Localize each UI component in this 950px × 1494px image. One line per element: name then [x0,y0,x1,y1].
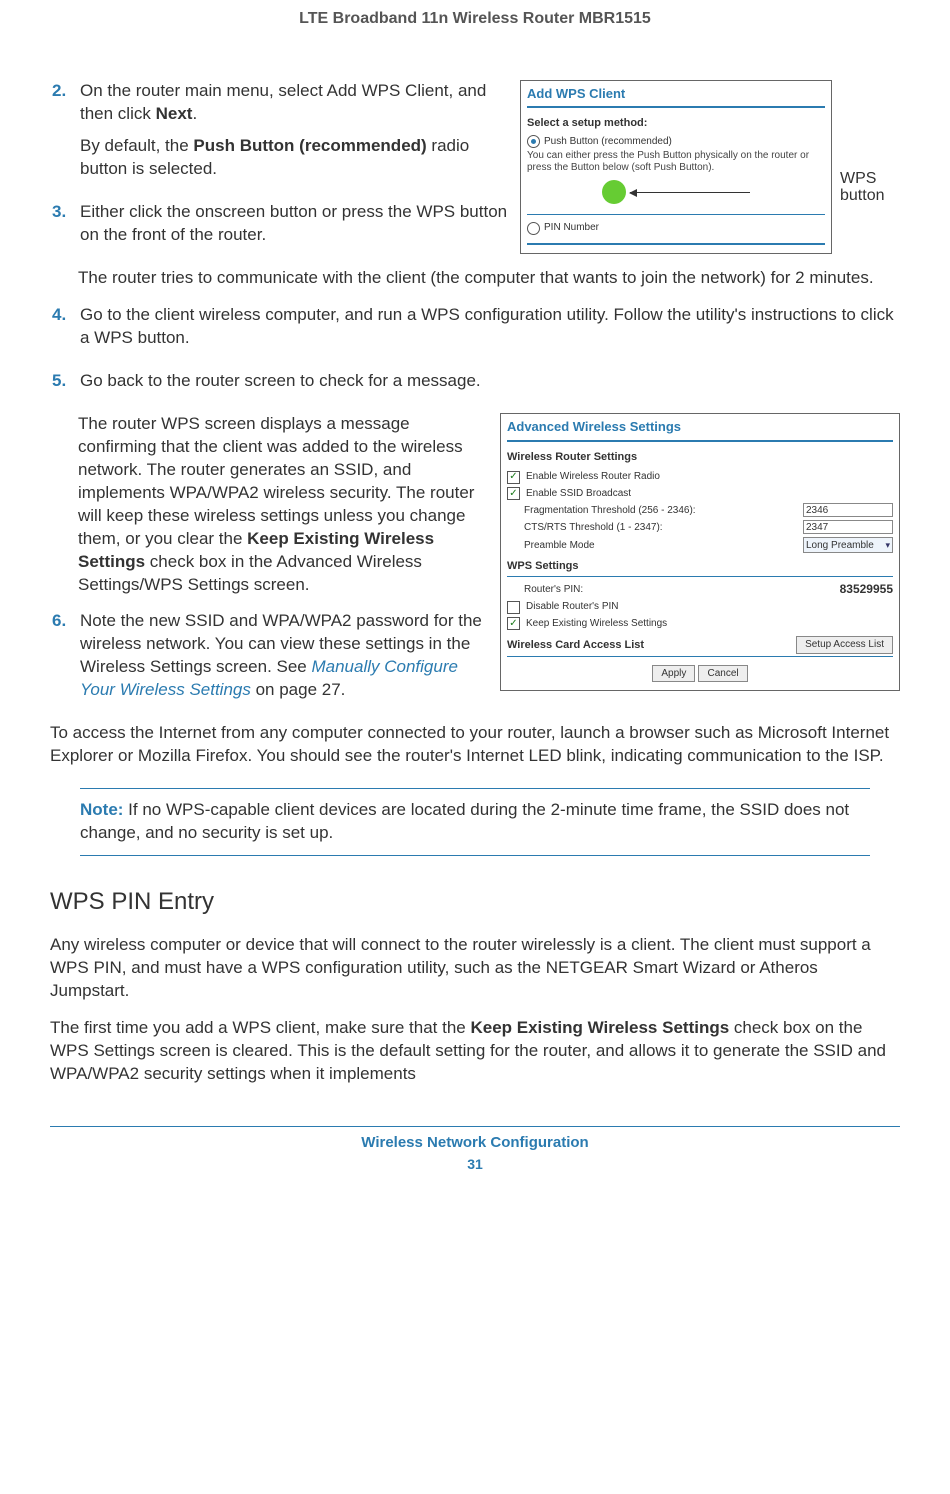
shot2-sec3: Wireless Card Access List Setup Access L… [507,636,893,657]
preamble-select[interactable]: Long Preamble▾ [803,537,893,553]
checkbox-enable-radio[interactable] [507,471,520,484]
step4-p1: Go to the client wireless computer, and … [80,304,900,350]
wps-soft-button[interactable] [602,180,626,204]
page-footer: Wireless Network Configuration 31 [50,1126,900,1174]
section-wps-pin-entry: WPS PIN Entry [50,886,900,918]
step3-p1: Either click the onscreen button or pres… [80,201,510,247]
shot2-sec2: WPS Settings [507,559,893,577]
apply-button[interactable]: Apply [652,665,695,683]
step-number-4: 4. [50,304,80,360]
note-text: If no WPS-capable client devices are loc… [80,800,849,842]
para-internet-access: To access the Internet from any computer… [50,722,900,768]
checkbox-disable-pin-label: Disable Router's PIN [526,600,893,614]
step-number-2: 2. [50,80,80,192]
callout-arrow [630,192,750,193]
checkbox-enable-ssid[interactable] [507,487,520,500]
preamble-label: Preamble Mode [524,539,803,553]
router-pin-label: Router's PIN: [524,583,840,597]
cts-input[interactable]: 2347 [803,520,893,534]
checkbox-keep-existing[interactable] [507,617,520,630]
checkbox-keep-existing-label: Keep Existing Wireless Settings [526,617,893,631]
checkbox-enable-radio-label: Enable Wireless Router Radio [526,470,893,484]
step2-p1: On the router main menu, select Add WPS … [80,80,510,126]
shot2-title: Advanced Wireless Settings [507,418,893,442]
note-label: Note: [80,800,123,819]
note-block: Note: If no WPS-capable client devices a… [80,788,870,856]
screenshot-advanced-wireless: Advanced Wireless Settings Wireless Rout… [500,413,900,691]
frag-label: Fragmentation Threshold (256 - 2346): [524,504,803,518]
step-number-6: 6. [50,610,80,712]
frag-input[interactable]: 2346 [803,503,893,517]
radio-pin-number[interactable] [527,222,540,235]
radio-push-button[interactable] [527,135,540,148]
section2-p2: The first time you add a WPS client, mak… [50,1017,900,1086]
step5-p1: Go back to the router screen to check fo… [80,370,900,393]
checkbox-enable-ssid-label: Enable SSID Broadcast [526,487,893,501]
step3-p2: The router tries to communicate with the… [78,267,900,290]
shot1-desc: You can either press the Push Button phy… [527,150,825,174]
chevron-down-icon: ▾ [885,539,890,551]
doc-header-title: LTE Broadband 11n Wireless Router MBR151… [50,8,900,30]
checkbox-disable-pin[interactable] [507,601,520,614]
radio-pin-number-label: PIN Number [544,221,599,235]
footer-title: Wireless Network Configuration [50,1133,900,1153]
shot1-title: Add WPS Client [527,85,825,109]
step2-p2: By default, the Push Button (recommended… [80,135,510,181]
setup-access-list-button[interactable]: Setup Access List [796,636,893,654]
radio-push-button-label: Push Button (recommended) [544,135,672,149]
shot2-sec1: Wireless Router Settings [507,450,893,467]
cts-label: CTS/RTS Threshold (1 - 2347): [524,521,803,535]
section2-p1: Any wireless computer or device that wil… [50,934,900,1003]
step6-p1: Note the new SSID and WPA/WPA2 password … [80,610,490,702]
screenshot-add-wps-client: Add WPS Client Select a setup method: Pu… [520,80,832,254]
wps-callout: WPS button [840,170,900,205]
step-number-3: 3. [50,201,80,257]
shot1-select-label: Select a setup method: [527,116,825,131]
footer-page-number: 31 [50,1155,900,1174]
step-number-5: 5. [50,370,80,403]
cancel-button[interactable]: Cancel [698,665,747,683]
router-pin-value: 83529955 [840,581,893,597]
